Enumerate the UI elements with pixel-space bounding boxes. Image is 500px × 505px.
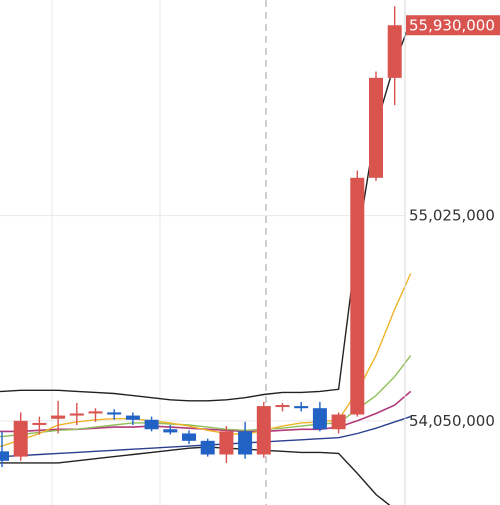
last-price-badge [406,15,500,36]
candle [0,431,9,468]
candle [256,401,271,458]
candle-body [387,25,402,78]
candle-body [275,405,290,408]
candle [219,426,234,463]
candle-body [256,406,271,455]
bollinger-lower-band [0,446,391,505]
candle [107,409,122,420]
candle-body [219,431,234,455]
candle-body [144,419,159,430]
candle-body [312,408,327,430]
candle-body [107,412,122,415]
candle-body [69,413,84,416]
candle-body [51,415,66,419]
candle-body [88,411,103,414]
candle-body [0,451,9,461]
bollinger-upper-band [0,20,412,402]
candle [182,430,196,444]
candle [312,401,327,432]
candles [0,6,402,468]
candle [275,402,290,412]
candle [125,412,140,426]
candle [51,400,66,434]
candle [13,412,28,461]
candle [369,71,383,181]
price-tick-label: 55,025,000 [409,207,495,225]
candle [387,6,402,106]
bollinger-bands [0,20,412,505]
last-price-label: 55,930,000 [409,16,495,34]
price-axis: 55,025,000 54,050,000 55,930,000 [404,0,500,505]
candle-body [350,177,365,415]
candle-body [182,433,196,441]
candle-body [163,429,178,433]
moving-average-blue [0,415,411,458]
candle-body [331,414,346,430]
candle [200,438,215,457]
candle-body [125,415,140,420]
candle [238,421,253,459]
candle [331,412,346,434]
candle [350,170,365,417]
candle-body [200,440,215,455]
moving-averages [0,273,412,458]
candle [69,402,84,426]
candle-body [13,420,28,457]
candle-body [32,422,47,425]
candle [144,416,159,432]
moving-average-orange [0,273,412,447]
candle-body [369,77,383,178]
price-tick-label: 54,050,000 [409,412,495,430]
moving-average-magenta [0,390,412,433]
candle-body [238,431,253,455]
candle [294,401,309,412]
candle [88,408,103,422]
candle [163,425,178,435]
candle-body [294,406,309,409]
candle [32,416,47,435]
